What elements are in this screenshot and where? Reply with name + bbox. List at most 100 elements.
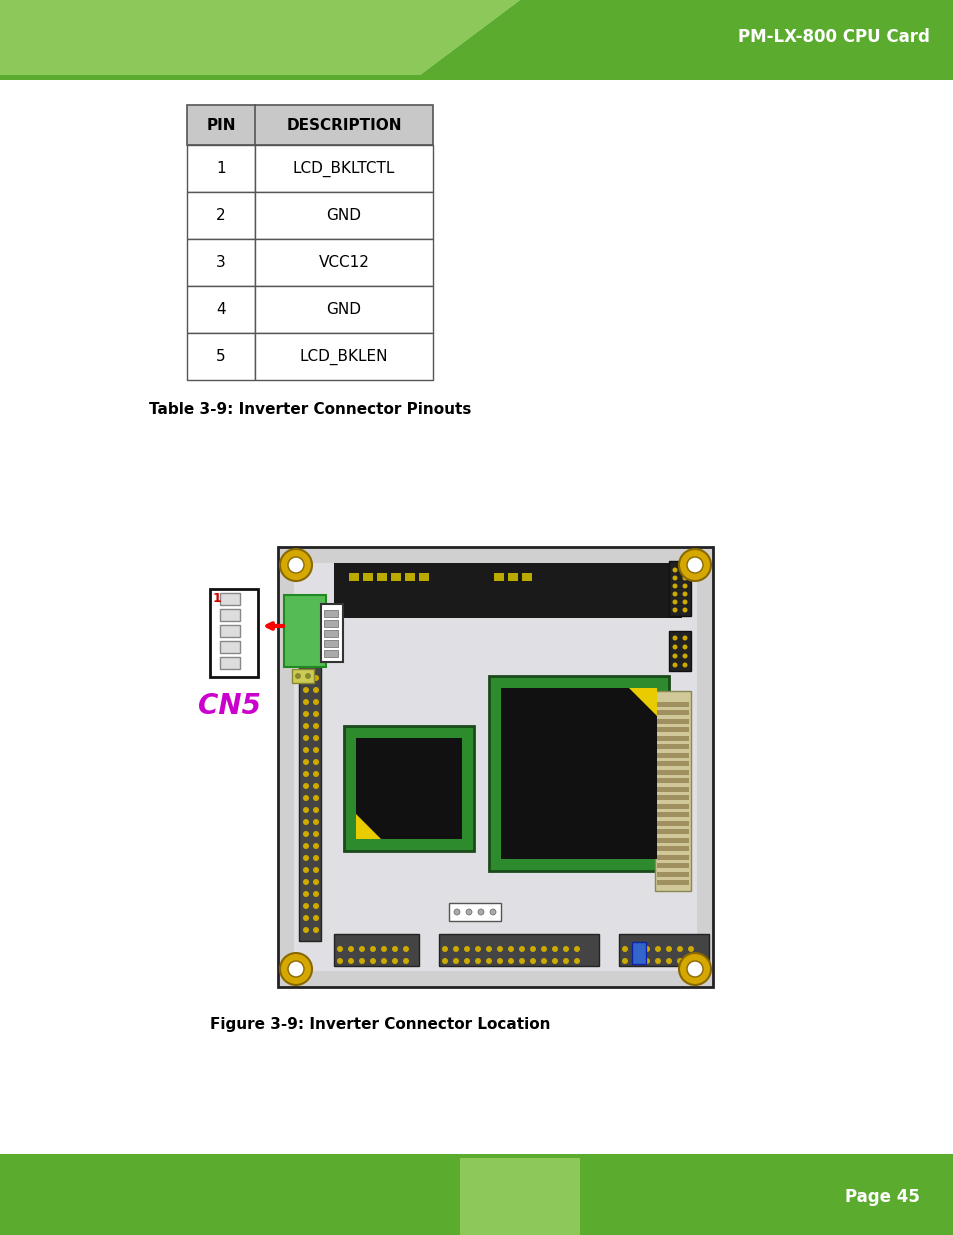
Circle shape (336, 946, 343, 952)
Circle shape (465, 909, 472, 915)
Circle shape (441, 946, 448, 952)
Bar (324, 640, 337, 647)
Circle shape (518, 958, 524, 965)
Bar (324, 630, 337, 637)
Bar (355, 739, 461, 839)
Bar (220, 593, 240, 605)
Circle shape (507, 946, 514, 952)
Text: 2: 2 (216, 207, 226, 224)
Bar (494, 573, 503, 580)
Bar (187, 333, 254, 380)
Text: CN5: CN5 (197, 692, 260, 720)
Circle shape (475, 946, 480, 952)
Text: PIN: PIN (206, 117, 235, 132)
Bar (363, 573, 373, 580)
Circle shape (303, 806, 309, 813)
Bar (655, 692, 690, 890)
Bar (657, 837, 688, 842)
Circle shape (313, 722, 318, 729)
Circle shape (313, 867, 318, 873)
Bar (438, 934, 598, 966)
Bar (294, 563, 697, 971)
Circle shape (507, 958, 514, 965)
Circle shape (562, 946, 568, 952)
Text: 1: 1 (216, 161, 226, 177)
Bar (254, 333, 433, 380)
Bar (618, 934, 708, 966)
Circle shape (672, 568, 677, 573)
Bar (0, 75, 953, 80)
Circle shape (540, 958, 546, 965)
Text: PM-LX-800 CPU Card: PM-LX-800 CPU Card (738, 28, 929, 47)
Circle shape (358, 946, 365, 952)
Circle shape (303, 722, 309, 729)
Circle shape (686, 961, 702, 977)
Bar (187, 240, 254, 287)
Bar (500, 688, 657, 860)
Circle shape (303, 819, 309, 825)
Bar (657, 787, 688, 792)
Bar (657, 743, 688, 748)
Text: 3: 3 (216, 254, 226, 270)
Circle shape (633, 946, 639, 952)
Circle shape (303, 831, 309, 837)
Bar (657, 829, 688, 834)
Circle shape (380, 946, 387, 952)
Text: Figure 3-9: Inverter Connector Location: Figure 3-9: Inverter Connector Location (210, 1016, 550, 1032)
Bar (579, 1158, 953, 1235)
Polygon shape (419, 0, 953, 75)
Text: 5: 5 (216, 350, 226, 364)
Circle shape (681, 583, 687, 589)
Polygon shape (355, 814, 380, 839)
Circle shape (392, 946, 397, 952)
Bar (657, 701, 688, 706)
Circle shape (681, 653, 687, 658)
Circle shape (485, 946, 492, 952)
Bar (657, 752, 688, 757)
Circle shape (672, 645, 677, 650)
Circle shape (681, 592, 687, 597)
Bar (657, 769, 688, 774)
Bar (324, 610, 337, 618)
Bar (657, 820, 688, 825)
Bar (0, 1158, 499, 1235)
Circle shape (477, 909, 483, 915)
Circle shape (633, 958, 639, 965)
Text: DESCRIPTION: DESCRIPTION (286, 117, 401, 132)
Circle shape (490, 909, 496, 915)
Bar (657, 846, 688, 851)
Circle shape (305, 673, 311, 679)
Circle shape (681, 568, 687, 573)
Circle shape (497, 946, 502, 952)
Bar (187, 144, 254, 191)
Circle shape (463, 958, 470, 965)
Bar (334, 563, 681, 618)
Circle shape (463, 946, 470, 952)
Text: LCD_BKLEN: LCD_BKLEN (299, 348, 388, 364)
Circle shape (313, 855, 318, 861)
Circle shape (392, 958, 397, 965)
Circle shape (665, 958, 671, 965)
Circle shape (370, 958, 375, 965)
Circle shape (288, 961, 304, 977)
Bar (324, 620, 337, 627)
Bar (657, 863, 688, 868)
Circle shape (313, 831, 318, 837)
Circle shape (402, 958, 409, 965)
Circle shape (313, 735, 318, 741)
Bar (254, 287, 433, 333)
Bar (220, 625, 240, 637)
Text: LCD_BKLTCTL: LCD_BKLTCTL (293, 161, 395, 177)
Circle shape (303, 760, 309, 764)
Circle shape (313, 747, 318, 753)
Circle shape (313, 699, 318, 705)
Bar (210, 589, 257, 677)
Bar (220, 657, 240, 669)
Bar (298, 653, 320, 941)
Bar (507, 573, 517, 580)
Bar (668, 561, 690, 616)
Circle shape (313, 711, 318, 718)
Bar (254, 240, 433, 287)
Text: Table 3-9: Inverter Connector Pinouts: Table 3-9: Inverter Connector Pinouts (149, 403, 471, 417)
Bar (657, 736, 688, 741)
